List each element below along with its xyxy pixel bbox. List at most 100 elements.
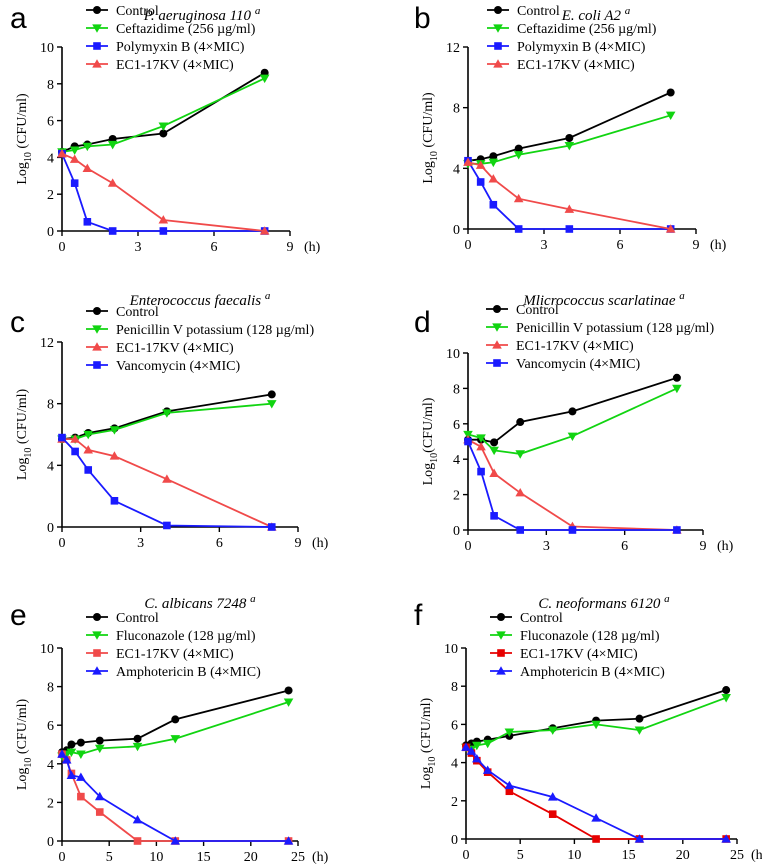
data-point xyxy=(490,512,498,520)
y-tick-label: 2 xyxy=(47,796,54,811)
legend-marker xyxy=(93,6,101,14)
legend-label: Fluconazole (128 µg/ml) xyxy=(116,629,256,644)
y-axis-label-base: Log xyxy=(15,162,30,185)
chart-title-superscript: a xyxy=(625,5,631,17)
data-point xyxy=(158,122,169,131)
panel-e: e C. albicans 7248 a 0 2 4 6 8 10 0 5 10 15 20 25 (h) L… xyxy=(10,593,329,865)
data-point xyxy=(665,111,676,121)
data-point xyxy=(94,791,105,801)
legend-marker xyxy=(93,649,101,657)
x-tick-label: 5 xyxy=(517,848,524,863)
legend-marker xyxy=(496,631,506,640)
data-point xyxy=(475,160,486,169)
data-point xyxy=(284,686,293,695)
y-tick-label: 8 xyxy=(47,78,54,93)
chart-title-superscript: a xyxy=(664,593,670,605)
data-point xyxy=(591,720,601,730)
legend-marker xyxy=(93,361,101,369)
legend-marker xyxy=(492,323,502,332)
panel-c: c Enterococcus faecalis a 0 4 8 12 0 3 6 9 (h) Log1… xyxy=(10,290,329,551)
data-point xyxy=(95,808,104,816)
x-axis-unit: (h) xyxy=(304,240,321,255)
data-point xyxy=(488,158,499,168)
data-point xyxy=(568,526,577,534)
data-point xyxy=(635,714,644,723)
y-tick-label: 0 xyxy=(453,524,460,539)
chart-title-superscript: a xyxy=(265,290,271,302)
panel-letter: a xyxy=(10,2,27,35)
chart-title: C. albicans 7248 a xyxy=(144,593,256,612)
data-point xyxy=(489,468,499,477)
series-line xyxy=(467,91,672,162)
data-point xyxy=(283,836,294,845)
series-line xyxy=(467,441,677,531)
data-point xyxy=(94,744,105,754)
data-point xyxy=(548,810,557,818)
x-tick-label: 9 xyxy=(295,536,302,551)
data-point xyxy=(95,736,104,745)
legend-marker xyxy=(497,613,505,621)
y-tick-label: 4 xyxy=(47,758,54,773)
data-point xyxy=(70,434,80,443)
legend-label: Control xyxy=(116,611,159,626)
y-axis-label-unit: (CFU/ml) xyxy=(419,698,434,757)
y-tick-label: 6 xyxy=(47,719,54,734)
y-tick-label: 8 xyxy=(453,102,460,117)
data-point xyxy=(84,466,93,474)
y-axis-label-subscript: 10 xyxy=(429,453,440,463)
x-tick-label: 25 xyxy=(291,850,305,865)
data-point xyxy=(592,835,600,843)
legend-marker xyxy=(492,340,502,349)
series-line xyxy=(61,753,289,842)
legend-label: EC1-17KV (4×MIC) xyxy=(116,58,234,73)
data-point xyxy=(259,226,270,235)
chart-title-text: C. albicans 7248 xyxy=(144,596,250,612)
y-axis-label: Log10 (CFU/ml) xyxy=(15,389,34,481)
series-line xyxy=(465,746,727,840)
data-point xyxy=(67,740,76,749)
y-tick-label: 0 xyxy=(451,833,458,848)
y-tick-label: 4 xyxy=(451,757,458,772)
y-axis-label-subscript: 10 xyxy=(23,448,34,458)
data-point xyxy=(69,146,80,155)
data-point xyxy=(109,451,120,460)
series-line xyxy=(62,438,273,528)
data-point xyxy=(132,742,143,752)
y-tick-label: 0 xyxy=(453,223,460,238)
data-point xyxy=(171,715,180,724)
series-line xyxy=(467,160,671,230)
data-point xyxy=(461,742,471,751)
data-point xyxy=(564,204,575,213)
data-point xyxy=(722,686,731,695)
data-point xyxy=(472,753,482,763)
chart-title: E. coli A2 a xyxy=(561,5,631,24)
y-tick-label: 2 xyxy=(451,795,458,810)
legend-label: Control xyxy=(116,305,159,320)
y-tick-label: 4 xyxy=(453,162,460,177)
data-point xyxy=(634,726,645,735)
data-point xyxy=(108,227,117,235)
data-point xyxy=(66,748,77,758)
data-point xyxy=(476,434,486,443)
y-axis-label: Log10 (CFU/ml) xyxy=(15,699,34,791)
legend-label: Control xyxy=(116,4,159,19)
data-point xyxy=(110,496,119,505)
y-axis-label: Log10 (CFU/ml) xyxy=(15,93,34,185)
data-point xyxy=(61,755,72,764)
x-tick-label: 25 xyxy=(730,848,744,863)
panel-letter: d xyxy=(414,306,431,339)
y-tick-label: 6 xyxy=(451,718,458,733)
x-tick-label: 9 xyxy=(693,238,700,253)
legend-marker xyxy=(93,613,101,621)
x-tick-label: 10 xyxy=(567,848,581,863)
data-point xyxy=(70,179,79,187)
panel-f: f C. neoformans 6120 a 0 2 4 6 8 10 0 5 10 15 20 25 (h… xyxy=(414,593,762,863)
panel-d: d Mlicrococcus scarlatinae a 0 2 4 6 8 10 0 3 6 9 (h… xyxy=(414,290,734,554)
data-point xyxy=(132,814,143,824)
legend-label: EC1-17KV (4×MIC) xyxy=(116,647,234,662)
data-point xyxy=(107,140,118,150)
chart-title-text: Mlicrococcus scarlatinae xyxy=(522,293,679,309)
chart-title-text: C. neoformans 6120 xyxy=(538,596,664,612)
chart-title-superscript: a xyxy=(255,5,261,17)
legend-label: Vancomycin (4×MIC) xyxy=(516,357,640,372)
